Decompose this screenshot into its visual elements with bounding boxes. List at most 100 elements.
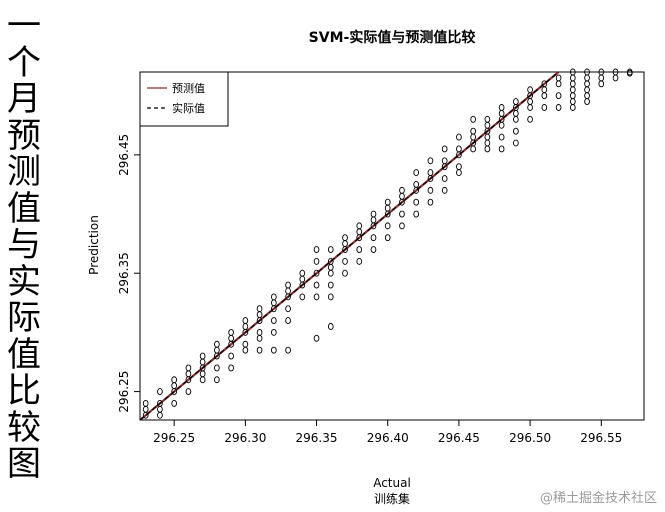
y-tick-label: 296.45 bbox=[117, 134, 131, 176]
data-point bbox=[441, 157, 448, 165]
y-tick-label: 296.35 bbox=[117, 252, 131, 294]
legend-label-predicted: 预测值 bbox=[172, 82, 205, 95]
data-point bbox=[413, 198, 420, 206]
data-point bbox=[142, 399, 149, 407]
data-point bbox=[370, 216, 377, 224]
data-point bbox=[370, 234, 377, 242]
data-point bbox=[441, 163, 448, 171]
data-point bbox=[285, 346, 291, 354]
data-point bbox=[569, 86, 576, 94]
data-point bbox=[384, 234, 391, 242]
data-point bbox=[498, 109, 505, 117]
data-point bbox=[256, 311, 263, 319]
side-title-char: 值 bbox=[7, 188, 41, 229]
data-point bbox=[327, 293, 334, 301]
side-title-char: 一 bbox=[7, 6, 41, 46]
data-point bbox=[569, 98, 576, 106]
data-point bbox=[356, 257, 363, 265]
data-point bbox=[157, 388, 163, 396]
data-point bbox=[228, 364, 234, 372]
x-axis: 296.25 296.30 296.35 296.40 296.45 296.50 296.… bbox=[153, 420, 622, 445]
data-point bbox=[228, 328, 234, 336]
data-point bbox=[214, 352, 220, 360]
data-point bbox=[370, 222, 377, 230]
data-point bbox=[399, 222, 405, 230]
data-point bbox=[513, 98, 519, 106]
chart-title: SVM-实际值与预测值比较 bbox=[309, 29, 476, 46]
x-tick-label: 296.35 bbox=[296, 431, 338, 445]
data-point bbox=[498, 133, 505, 141]
side-title-char: 与 bbox=[7, 225, 41, 265]
data-point bbox=[541, 86, 548, 94]
data-point bbox=[242, 317, 249, 325]
data-point bbox=[456, 145, 462, 153]
data-point bbox=[199, 376, 206, 384]
data-point bbox=[327, 263, 334, 271]
data-point bbox=[569, 80, 576, 88]
data-point bbox=[342, 246, 348, 254]
data-point bbox=[356, 246, 363, 254]
data-point bbox=[214, 340, 220, 348]
data-point bbox=[555, 80, 562, 88]
data-point bbox=[228, 340, 234, 348]
data-point bbox=[242, 340, 249, 348]
actual-line bbox=[140, 72, 560, 420]
data-point bbox=[313, 246, 320, 254]
data-point bbox=[313, 334, 320, 342]
data-point bbox=[185, 370, 192, 378]
side-title-char: 实 bbox=[7, 261, 41, 302]
data-point bbox=[584, 74, 590, 82]
data-point bbox=[584, 98, 590, 106]
data-point bbox=[285, 317, 291, 325]
data-point bbox=[242, 346, 249, 354]
data-point bbox=[427, 157, 434, 165]
y-axis-label: Prediction bbox=[87, 215, 101, 275]
data-point bbox=[413, 186, 420, 194]
data-point bbox=[555, 104, 562, 111]
data-point bbox=[256, 334, 263, 342]
data-point bbox=[299, 281, 306, 289]
data-point bbox=[199, 370, 206, 378]
side-title-char: 际 bbox=[7, 298, 41, 338]
y-axis: 296.25 296.35 296.45 bbox=[117, 134, 140, 413]
data-point bbox=[199, 358, 206, 366]
data-point bbox=[270, 305, 277, 313]
data-point bbox=[541, 92, 548, 100]
data-point bbox=[513, 127, 519, 135]
data-point bbox=[299, 275, 306, 283]
side-title-char: 较 bbox=[7, 407, 41, 448]
data-point bbox=[228, 334, 234, 342]
data-point bbox=[370, 246, 377, 254]
data-point bbox=[527, 104, 533, 111]
data-point bbox=[313, 281, 320, 289]
data-point bbox=[626, 69, 633, 77]
data-point bbox=[584, 80, 590, 88]
data-points bbox=[142, 68, 633, 419]
data-point bbox=[142, 411, 149, 419]
data-point bbox=[285, 281, 291, 289]
side-title-char: 个 bbox=[7, 42, 41, 83]
data-point bbox=[598, 74, 605, 82]
data-point bbox=[384, 204, 391, 212]
data-point bbox=[399, 192, 405, 200]
data-point bbox=[270, 299, 277, 307]
data-point bbox=[171, 388, 178, 396]
data-point bbox=[384, 210, 391, 218]
data-point bbox=[256, 305, 263, 313]
data-point bbox=[356, 222, 363, 230]
data-point bbox=[399, 198, 405, 206]
x-tick-label: 296.50 bbox=[509, 431, 551, 445]
y-tick-label: 296.25 bbox=[117, 371, 131, 413]
data-point bbox=[185, 376, 192, 384]
data-point bbox=[171, 376, 178, 384]
data-point bbox=[569, 92, 576, 100]
data-point bbox=[427, 175, 434, 182]
data-point bbox=[242, 328, 249, 336]
data-point bbox=[270, 328, 277, 336]
data-point bbox=[256, 328, 263, 336]
data-point bbox=[157, 411, 163, 419]
data-point bbox=[342, 257, 348, 265]
data-point bbox=[327, 246, 334, 254]
data-point bbox=[527, 98, 533, 106]
